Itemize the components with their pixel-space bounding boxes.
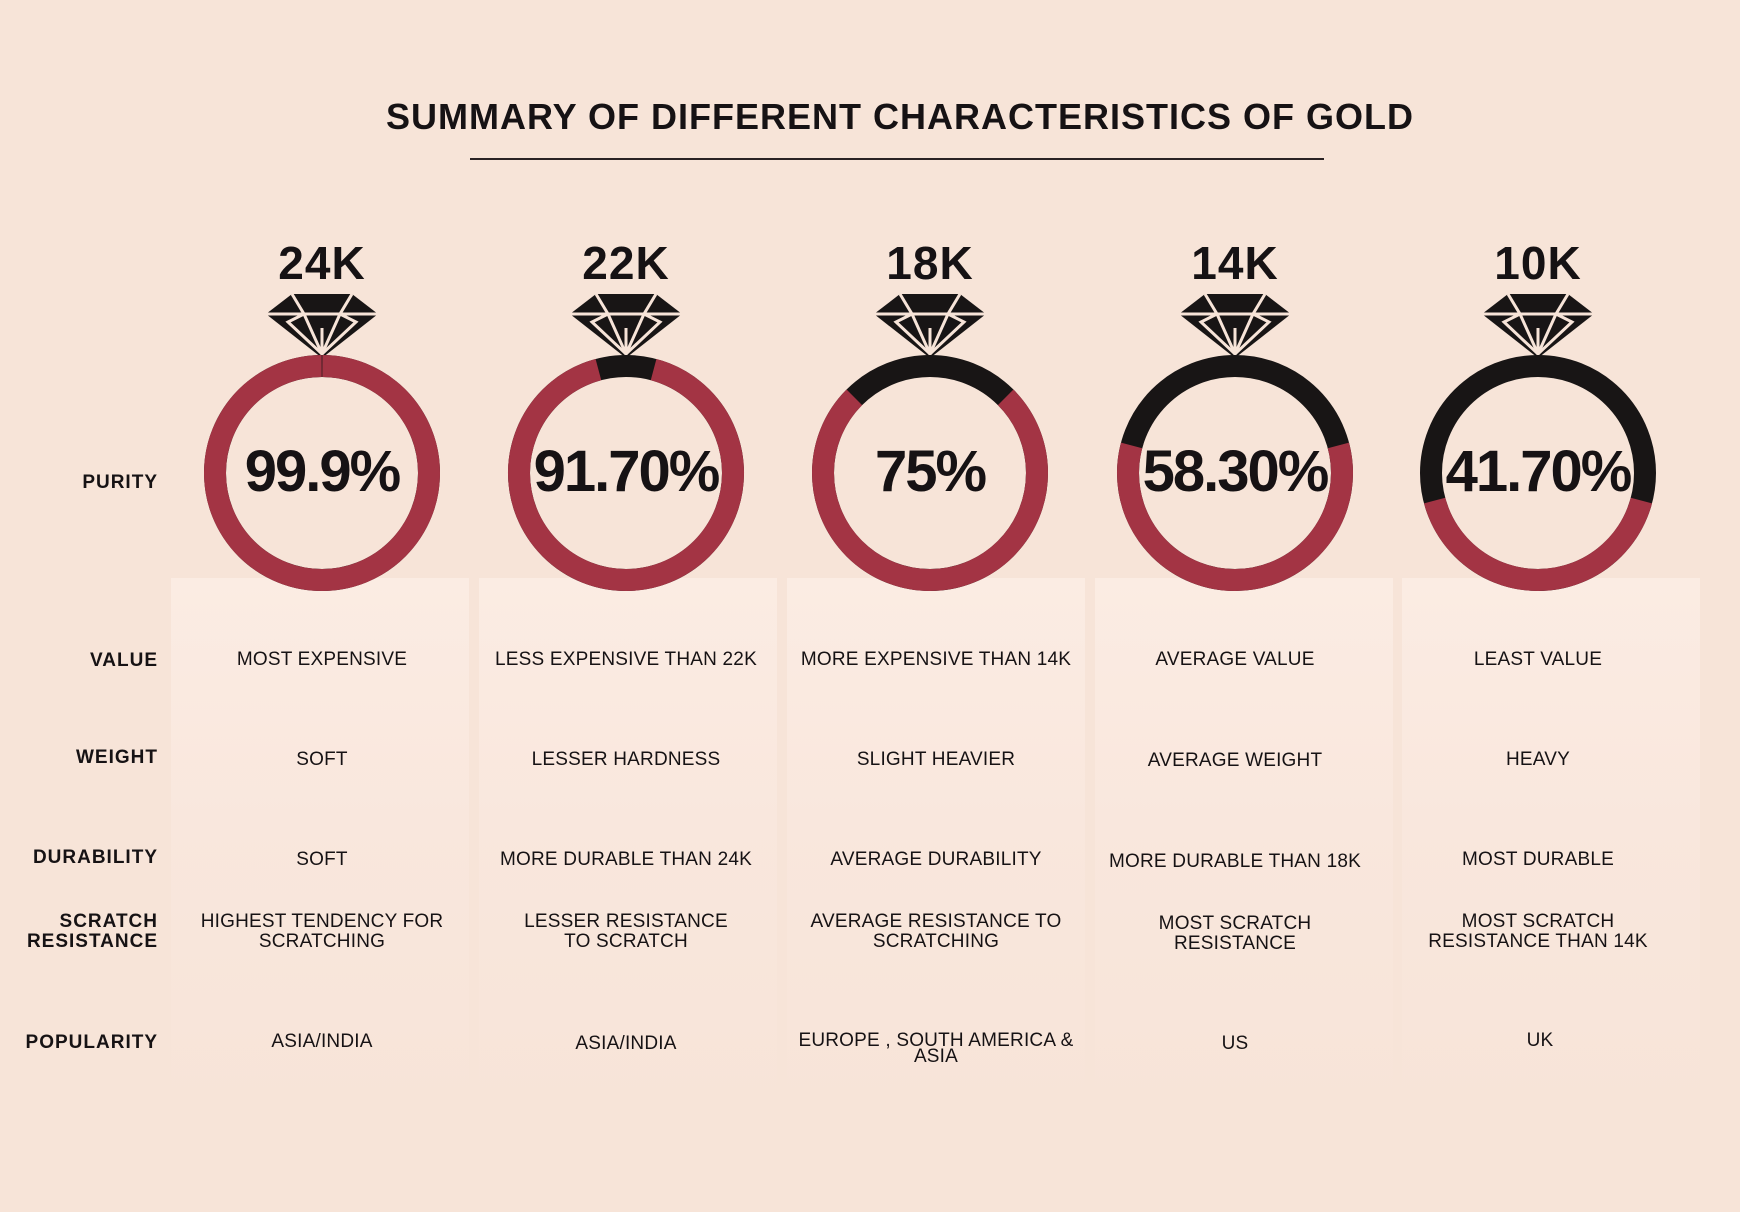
scratch-resistance-cell: MOST SCRATCH RESISTANCE THAN 14K xyxy=(1428,911,1648,952)
karat-heading: 14K xyxy=(1191,237,1279,289)
popularity-cell: EUROPE , SOUTH AMERICA & ASIA xyxy=(798,1030,1074,1067)
diamond-icon xyxy=(874,293,986,358)
column-background xyxy=(479,578,777,1118)
purity-ring-gauge xyxy=(508,355,744,591)
popularity-cell: US xyxy=(1221,1033,1249,1054)
row-label-durability: DURABILITY xyxy=(32,847,158,868)
weight-cell: AVERAGE WEIGHT xyxy=(1147,750,1323,771)
scratch-resistance-cell: AVERAGE RESISTANCE TO SCRATCHING xyxy=(810,911,1062,952)
purity-percentage: 41.70% xyxy=(1445,439,1633,504)
title-divider xyxy=(470,158,1324,160)
value-cell: MORE EXPENSIVE THAN 14K xyxy=(800,649,1072,670)
purity-percentage: 58.30% xyxy=(1142,439,1330,504)
scratch-resistance-cell: LESSER RESISTANCE TO SCRATCH xyxy=(524,911,728,952)
karat-heading: 18K xyxy=(886,237,974,289)
popularity-cell: UK xyxy=(1526,1030,1554,1051)
diamond-icon xyxy=(570,293,682,358)
value-cell: LEAST VALUE xyxy=(1473,649,1603,670)
page-title: SUMMARY OF DIFFERENT CHARACTERISTICS OF … xyxy=(386,96,1414,137)
ring-purity-arc xyxy=(508,358,744,591)
value-cell: LESS EXPENSIVE THAN 22K xyxy=(495,649,757,670)
durability-cell: AVERAGE DURABILITY xyxy=(830,849,1042,870)
purity-percentage: 75% xyxy=(874,439,987,504)
ring-purity-arc xyxy=(1117,442,1353,591)
karat-heading: 22K xyxy=(582,237,670,289)
durability-cell: MORE DURABLE THAN 18K xyxy=(1109,851,1361,872)
row-label-purity: PURITY xyxy=(82,472,158,493)
durability-cell: SOFT xyxy=(296,849,348,870)
scratch-resistance-cell: HIGHEST TENDENCY FOR SCRATCHING xyxy=(200,911,444,952)
karat-heading: 10K xyxy=(1494,237,1582,289)
value-cell: AVERAGE VALUE xyxy=(1155,649,1315,670)
ring-purity-arc xyxy=(204,355,440,591)
diamond-icon xyxy=(266,293,378,358)
diamond-icon xyxy=(1179,293,1291,358)
row-label-value: VALUE xyxy=(90,650,158,671)
purity-ring-gauge xyxy=(204,355,440,591)
ring-purity-arc xyxy=(812,389,1048,591)
karat-heading: 24K xyxy=(278,237,366,289)
weight-cell: SLIGHT HEAVIER xyxy=(856,749,1016,770)
weight-cell: SOFT xyxy=(296,749,348,770)
row-label-scratch-resistance: SCRATCH RESISTANCE xyxy=(26,911,158,952)
weight-cell: HEAVY xyxy=(1505,749,1570,770)
popularity-cell: ASIA/INDIA xyxy=(271,1031,373,1052)
purity-ring-gauge xyxy=(1420,355,1656,591)
scratch-resistance-cell: MOST SCRATCH RESISTANCE xyxy=(1158,913,1312,954)
ring-purity-arc xyxy=(1423,497,1653,591)
popularity-cell: ASIA/INDIA xyxy=(575,1033,677,1054)
weight-cell: LESSER HARDNESS xyxy=(531,749,721,770)
durability-cell: MOST DURABLE xyxy=(1462,849,1614,870)
purity-ring-gauge xyxy=(1117,355,1353,591)
diamond-icon xyxy=(1482,293,1594,358)
row-label-popularity: POPULARITY xyxy=(25,1032,158,1053)
purity-percentage: 91.70% xyxy=(533,439,721,504)
value-cell: MOST EXPENSIVE xyxy=(236,649,408,670)
column-background xyxy=(787,578,1085,1118)
column-background xyxy=(1402,578,1700,1118)
column-background xyxy=(1095,578,1393,1118)
column-background xyxy=(171,578,469,1118)
purity-ring-gauge xyxy=(812,355,1048,591)
row-label-weight: WEIGHT xyxy=(76,747,158,768)
durability-cell: MORE DURABLE THAN 24K xyxy=(500,849,752,870)
purity-percentage: 99.9% xyxy=(244,439,401,504)
